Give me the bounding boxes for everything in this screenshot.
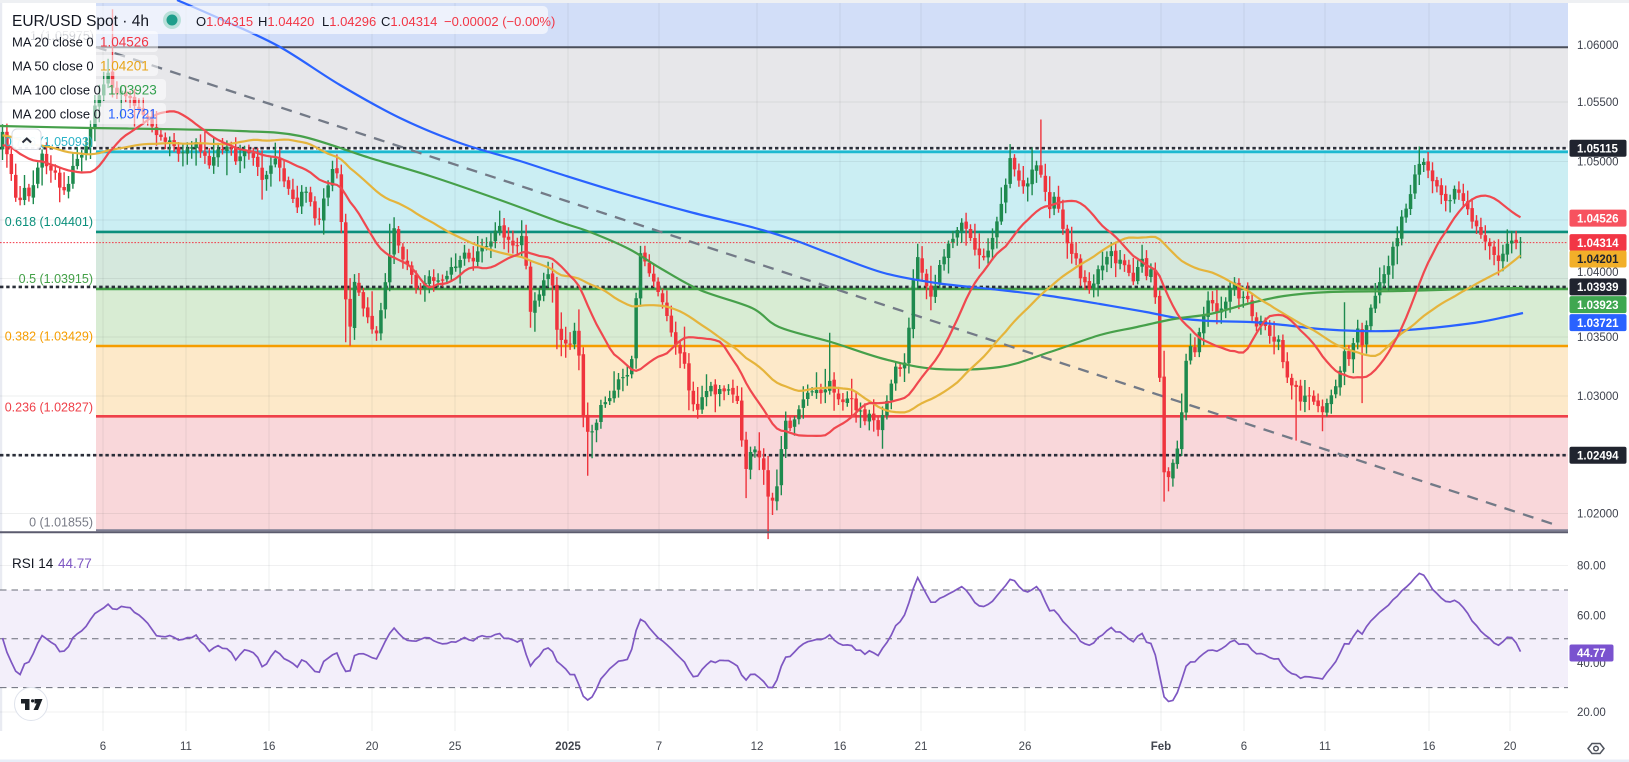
svg-text:C1.04314: C1.04314 (381, 14, 437, 29)
svg-text:H1.04420: H1.04420 (258, 14, 314, 29)
svg-text:1.02000: 1.02000 (1577, 509, 1619, 521)
svg-text:16: 16 (834, 741, 847, 753)
svg-text:20.00: 20.00 (1577, 707, 1606, 719)
svg-text:MA 200 close 0: MA 200 close 0 (12, 107, 101, 122)
svg-text:0 (1.01855): 0 (1.01855) (29, 516, 93, 530)
svg-text:80.00: 80.00 (1577, 561, 1606, 573)
svg-text:Feb: Feb (1151, 741, 1171, 753)
svg-text:20: 20 (366, 741, 379, 753)
svg-text:1.04000: 1.04000 (1577, 267, 1619, 279)
svg-text:0.5 (1.03915): 0.5 (1.03915) (19, 272, 93, 286)
svg-text:2025: 2025 (555, 741, 581, 753)
svg-text:1.03500: 1.03500 (1577, 332, 1619, 344)
svg-text:16: 16 (263, 741, 276, 753)
svg-text:6: 6 (1241, 741, 1247, 753)
svg-text:1.04201: 1.04201 (1577, 254, 1619, 266)
svg-text:1.04314: 1.04314 (1577, 238, 1619, 250)
svg-text:25: 25 (449, 741, 462, 753)
svg-text:1.05000: 1.05000 (1577, 157, 1619, 169)
svg-text:L1.04296: L1.04296 (322, 14, 376, 29)
svg-text:16: 16 (1423, 741, 1436, 753)
svg-text:11: 11 (180, 741, 192, 753)
svg-text:EUR/USD Spot · 4h: EUR/USD Spot · 4h (12, 13, 149, 30)
svg-text:1.03721: 1.03721 (108, 107, 157, 122)
svg-text:0.236 (1.02827): 0.236 (1.02827) (5, 401, 93, 415)
svg-text:MA 20 close 0: MA 20 close 0 (12, 35, 94, 50)
svg-text:60.00: 60.00 (1577, 611, 1606, 623)
svg-text:7: 7 (656, 741, 662, 753)
svg-text:1.05115: 1.05115 (1577, 143, 1619, 155)
svg-text:6: 6 (100, 741, 106, 753)
svg-text:12: 12 (751, 741, 764, 753)
svg-text:44.77: 44.77 (58, 556, 92, 571)
svg-text:11: 11 (1319, 741, 1331, 753)
svg-text:1.03923: 1.03923 (108, 83, 157, 98)
svg-text:20: 20 (1504, 741, 1517, 753)
svg-text:O1.04315: O1.04315 (196, 14, 253, 29)
svg-text:1.02494: 1.02494 (1577, 450, 1619, 462)
svg-text:1.05500: 1.05500 (1577, 97, 1619, 109)
svg-text:MA 100 close 0: MA 100 close 0 (12, 83, 101, 98)
svg-text:1.03939: 1.03939 (1577, 282, 1619, 294)
svg-text:1.06000: 1.06000 (1577, 40, 1619, 52)
svg-text:1.04526: 1.04526 (1577, 213, 1619, 225)
svg-text:44.77: 44.77 (1577, 648, 1606, 660)
svg-text:0.618 (1.04401): 0.618 (1.04401) (5, 215, 93, 229)
svg-text:MA 50 close 0: MA 50 close 0 (12, 59, 94, 74)
svg-text:0.382 (1.03429): 0.382 (1.03429) (5, 330, 93, 344)
svg-text:21: 21 (915, 741, 928, 753)
svg-text:1.03923: 1.03923 (1577, 300, 1619, 312)
svg-text:1.04526: 1.04526 (100, 35, 149, 50)
svg-text:−0.00002 (−0.00%): −0.00002 (−0.00%) (444, 14, 555, 29)
svg-text:RSI 14: RSI 14 (12, 556, 54, 571)
svg-text:1.03000: 1.03000 (1577, 391, 1619, 403)
svg-text:1.04201: 1.04201 (100, 59, 149, 74)
svg-text:26: 26 (1019, 741, 1032, 753)
svg-text:1.03721: 1.03721 (1577, 318, 1619, 330)
